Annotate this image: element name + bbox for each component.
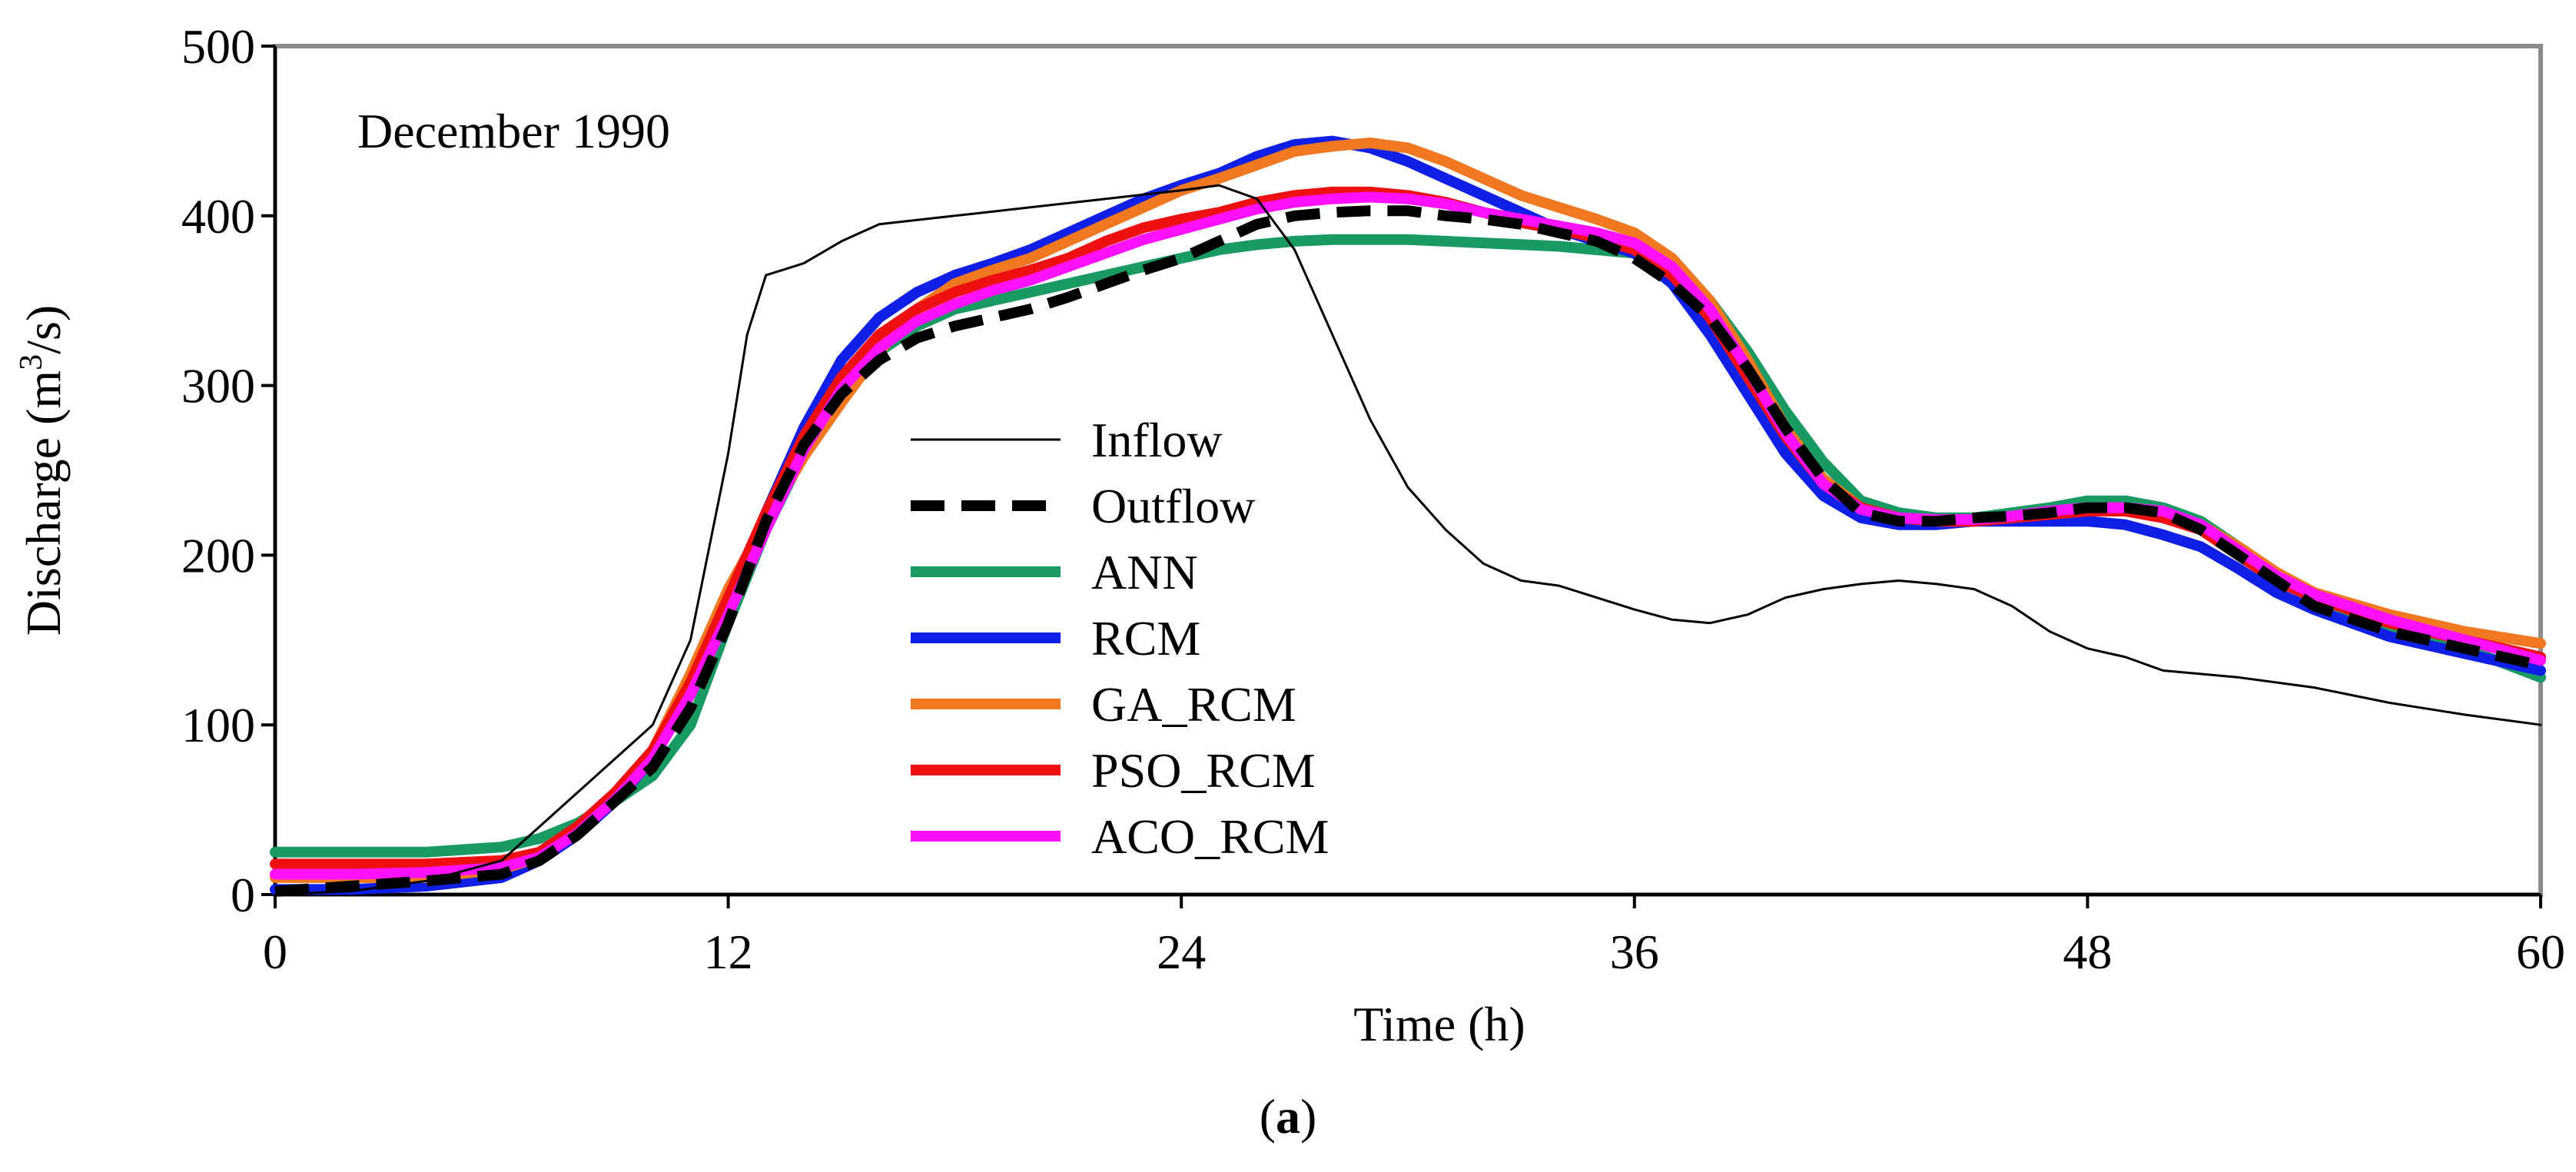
legend-label-pso-rcm: PSO_RCM <box>1091 743 1316 798</box>
series-line-ga-rcm <box>270 137 2546 883</box>
y-axis-label-superscript: 3 <box>14 354 49 370</box>
y-tick-label: 300 <box>181 359 255 413</box>
y-tick-label: 400 <box>181 189 255 244</box>
x-axis-label: Time (h) <box>1353 997 1525 1051</box>
y-axis-label-main: Discharge (m <box>16 370 71 636</box>
x-axis-ticks: 0 12 24 36 48 60 <box>263 895 2565 979</box>
y-tick-label: 100 <box>181 698 255 752</box>
x-tick-label: 24 <box>1157 925 1206 979</box>
series-line-outflow <box>274 205 2542 897</box>
series-line-rcm <box>270 135 2546 895</box>
chart-title: December 1990 <box>357 104 670 158</box>
legend-label-outflow: Outflow <box>1091 479 1255 533</box>
y-axis-ticks: 0 100 200 300 400 500 <box>181 19 275 922</box>
y-axis-label: Discharge (m3/s) <box>14 305 71 636</box>
x-tick-label: 48 <box>2063 925 2112 979</box>
series-lines <box>270 135 2546 897</box>
subfigure-label-open: ( <box>1260 1089 1276 1144</box>
y-tick-label: 0 <box>231 868 255 922</box>
subfigure-label: (a) <box>1260 1089 1317 1144</box>
legend-label-ann: ANN <box>1091 545 1198 599</box>
x-tick-label: 36 <box>1610 925 1659 979</box>
legend-label-rcm: RCM <box>1091 611 1200 666</box>
x-tick-label: 60 <box>2516 925 2565 979</box>
legend-label-ga-rcm: GA_RCM <box>1091 677 1296 732</box>
y-tick-label: 500 <box>181 19 255 74</box>
legend-label-inflow: Inflow <box>1091 413 1223 467</box>
y-axis-label-unit: /s) <box>16 305 71 354</box>
subfigure-label-letter: a <box>1276 1089 1300 1144</box>
legend: Inflow Outflow ANN RCM GA_RCM PSO_RCM ACO_RCM <box>911 413 1329 864</box>
x-tick-label: 0 <box>263 925 287 979</box>
x-tick-label: 12 <box>704 925 753 979</box>
series-line-inflow <box>274 184 2542 896</box>
legend-label-aco-rcm: ACO_RCM <box>1091 809 1329 864</box>
subfigure-label-close: ) <box>1300 1089 1316 1144</box>
plot-frame <box>273 44 2543 897</box>
y-tick-label: 200 <box>181 528 255 583</box>
